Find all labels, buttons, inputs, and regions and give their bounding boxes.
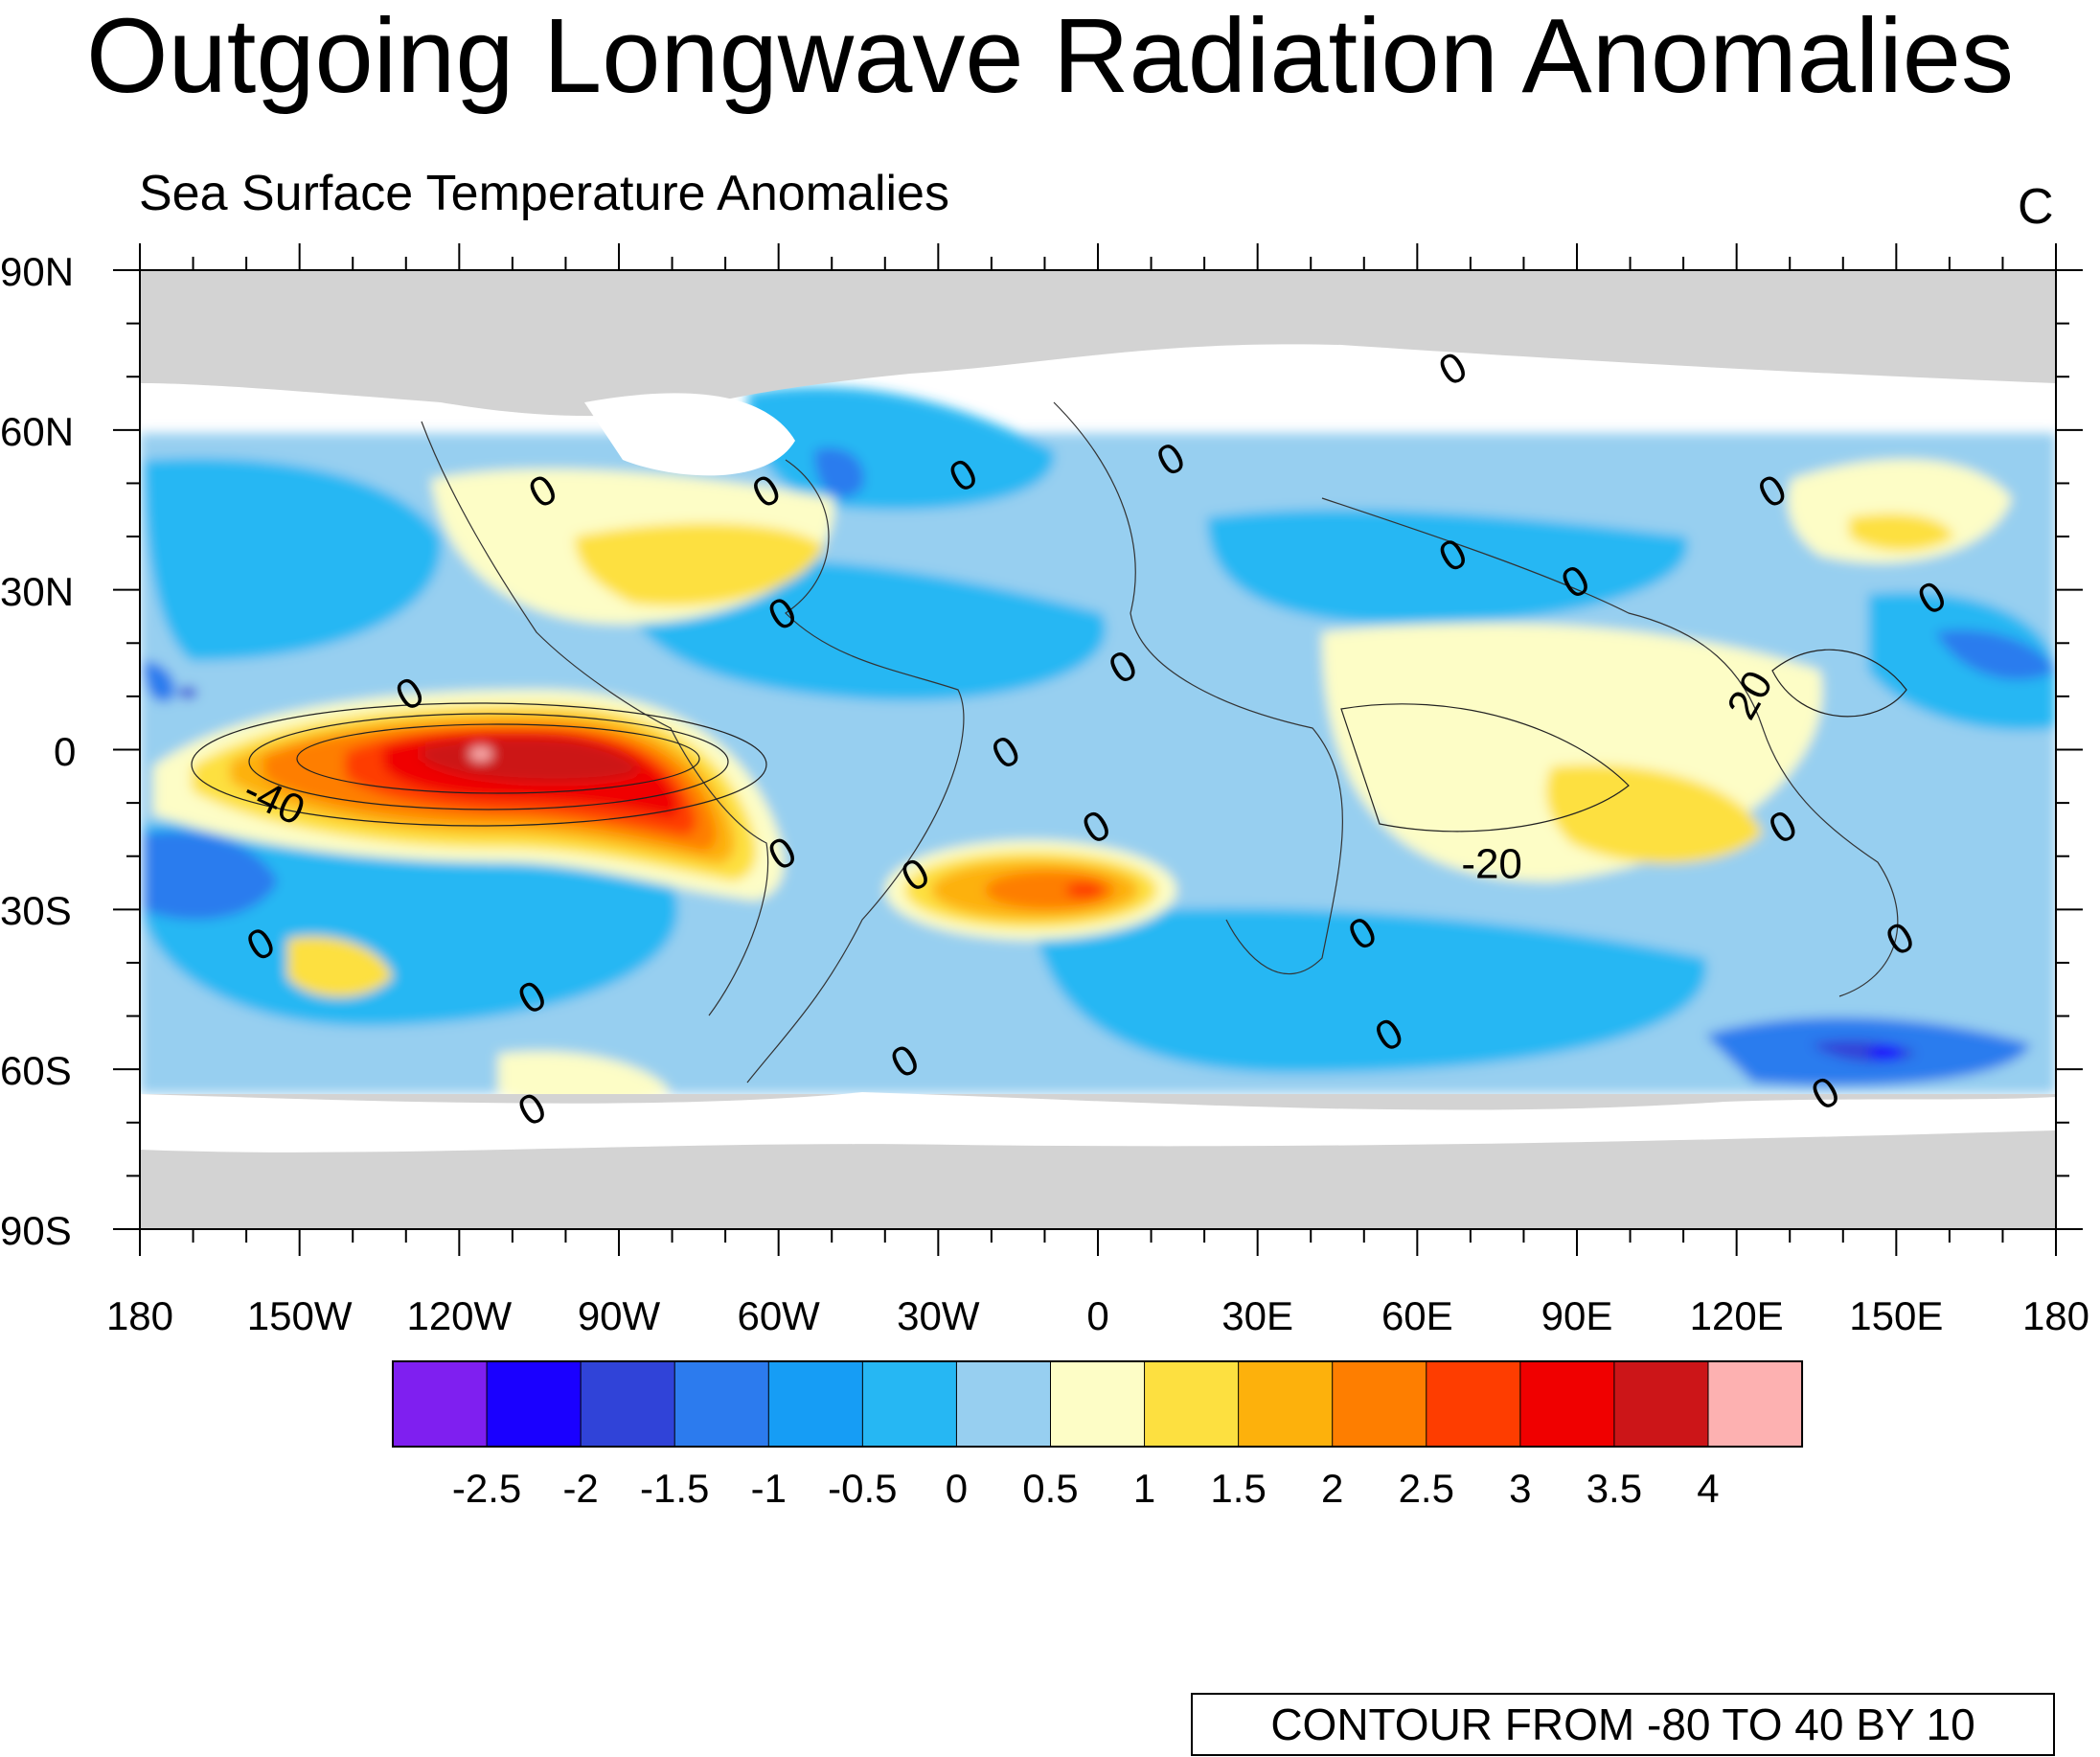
south-pacific-blue-core [144, 831, 278, 920]
americas-west-coast [421, 421, 769, 1016]
colorbar-swatch [1519, 1361, 1615, 1447]
africa-europe-coast [1053, 401, 1343, 975]
lon-tick-label: 90E [1541, 1293, 1613, 1338]
americas-east-coast [746, 459, 965, 1084]
colorbar-tick-label: 2.5 [1398, 1466, 1454, 1511]
colorbar-tick-label: 3.5 [1586, 1466, 1643, 1511]
colorbar-tick-label: -1 [750, 1466, 787, 1511]
olr-contour-maritime [1771, 649, 1907, 718]
lat-tick-label: 90N [0, 249, 75, 294]
lon-tick-label: 60W [737, 1293, 820, 1338]
nino-level-4 [469, 747, 492, 761]
map-plot-area [140, 270, 2056, 1229]
hudson-bay-missing [584, 393, 795, 476]
olr-contour-inner [296, 723, 700, 794]
arctic-land [140, 270, 2056, 417]
north-pacific-min [178, 687, 197, 698]
lon-tick-label: 60E [1381, 1293, 1453, 1338]
colorbar-swatch [956, 1361, 1051, 1447]
colorbar-swatch [1050, 1361, 1146, 1447]
lon-tick-label: 180 [105, 1293, 174, 1338]
lon-tick-label: 90W [577, 1293, 661, 1338]
contour-info-box: CONTOUR FROM -80 TO 40 BY 10 [1191, 1693, 2055, 1756]
southern-ocean-min [1868, 1045, 1903, 1061]
lon-tick-label: 120E [1689, 1293, 1784, 1338]
kuroshio-yellow [1849, 513, 1954, 551]
axis-ticks [113, 243, 2083, 1256]
sea-ice-missing [140, 1092, 2056, 1152]
dateline-blue [144, 661, 175, 702]
lon-tick-label: 30W [897, 1293, 980, 1338]
colorbar-tick-label: 0 [945, 1466, 969, 1511]
colorbar-swatch [1707, 1361, 1803, 1447]
lon-tick-label: 120W [406, 1293, 513, 1338]
asia-australia-coast [1321, 497, 1899, 997]
arabian-region-blue [1207, 509, 1688, 625]
units-label: C [2018, 179, 2054, 235]
lat-tick-label: 60N [0, 408, 75, 454]
coastlines [421, 401, 1899, 1084]
nw-atlantic-yellow [575, 523, 824, 606]
satl-level-2 [985, 871, 1115, 909]
lon-tick-label: 0 [1086, 1293, 1109, 1338]
colorbar-tick-label: 1.5 [1210, 1466, 1267, 1511]
maritime-continent-yellow [1546, 764, 1763, 864]
chart-title: Outgoing Longwave Radiation Anomalies [86, 0, 2014, 115]
north-pacific-blue [144, 458, 442, 661]
lat-tick-label: 0 [54, 728, 77, 774]
colorbar-swatch [393, 1361, 488, 1447]
lon-tick-label: 150E [1849, 1293, 1944, 1338]
colorbar [392, 1360, 1804, 1448]
colorbar-swatch [1613, 1361, 1709, 1447]
lat-tick-label: 30S [0, 888, 72, 934]
colorbar-swatch [1332, 1361, 1427, 1447]
colorbar-swatch [581, 1361, 675, 1447]
lat-tick-label: 60S [0, 1048, 72, 1094]
lon-tick-label: 30E [1221, 1293, 1294, 1338]
southern-indian-blue [1035, 907, 1707, 1073]
satl-level-2.5 [1065, 881, 1104, 899]
olr-contour-lines [191, 649, 1907, 833]
south-pacific-blue [144, 822, 678, 1027]
kuroshio-pale [1788, 459, 2012, 563]
colorbar-swatch [862, 1361, 957, 1447]
colorbar-tick-label: 1 [1132, 1466, 1156, 1511]
olr-contour-mid [248, 713, 729, 810]
colorbar-tick-label: 2 [1321, 1466, 1344, 1511]
sst-anomaly-field [140, 386, 2056, 1107]
contour-label: -20 [1461, 840, 1522, 887]
lon-tick-label: 150W [246, 1293, 353, 1338]
colorbar-swatch [674, 1361, 769, 1447]
lat-tick-label: 30N [0, 568, 75, 614]
colorbar-tick-label: -1.5 [640, 1466, 710, 1511]
colorbar-swatch [487, 1361, 582, 1447]
colorbar-swatch [768, 1361, 863, 1447]
olr-contour-outer [191, 702, 767, 827]
olr-contour-indian [1340, 703, 1630, 833]
colorbar-tick-label: -2.5 [451, 1466, 522, 1511]
colorbar-tick-label: 3 [1509, 1466, 1532, 1511]
land-mask [140, 270, 2056, 1229]
south-atlantic-warm-anomaly [885, 840, 1176, 940]
lat-tick-label: 90S [0, 1208, 72, 1253]
antarctic-pale [498, 1051, 671, 1107]
colorbar-swatch [1144, 1361, 1240, 1447]
colorbar-frame [392, 1360, 1804, 1448]
lon-tick-label: 180 [2021, 1293, 2090, 1338]
chart-subtitle: Sea Surface Temperature Anomalies [139, 166, 949, 221]
labrador-sea-blue [814, 447, 864, 498]
colorbar-tick-label: -0.5 [828, 1466, 898, 1511]
west-pacific-blue-core [1935, 629, 2056, 680]
colorbar-tick-label: -2 [562, 1466, 599, 1511]
el-nino-warm-tongue [153, 690, 785, 901]
colorbar-tick-label: 4 [1697, 1466, 1720, 1511]
colorbar-tick-label: 0.5 [1022, 1466, 1079, 1511]
colorbar-swatch [1426, 1361, 1521, 1447]
south-pacific-warm-spot [287, 936, 393, 997]
colorbar-swatch [1238, 1361, 1334, 1447]
